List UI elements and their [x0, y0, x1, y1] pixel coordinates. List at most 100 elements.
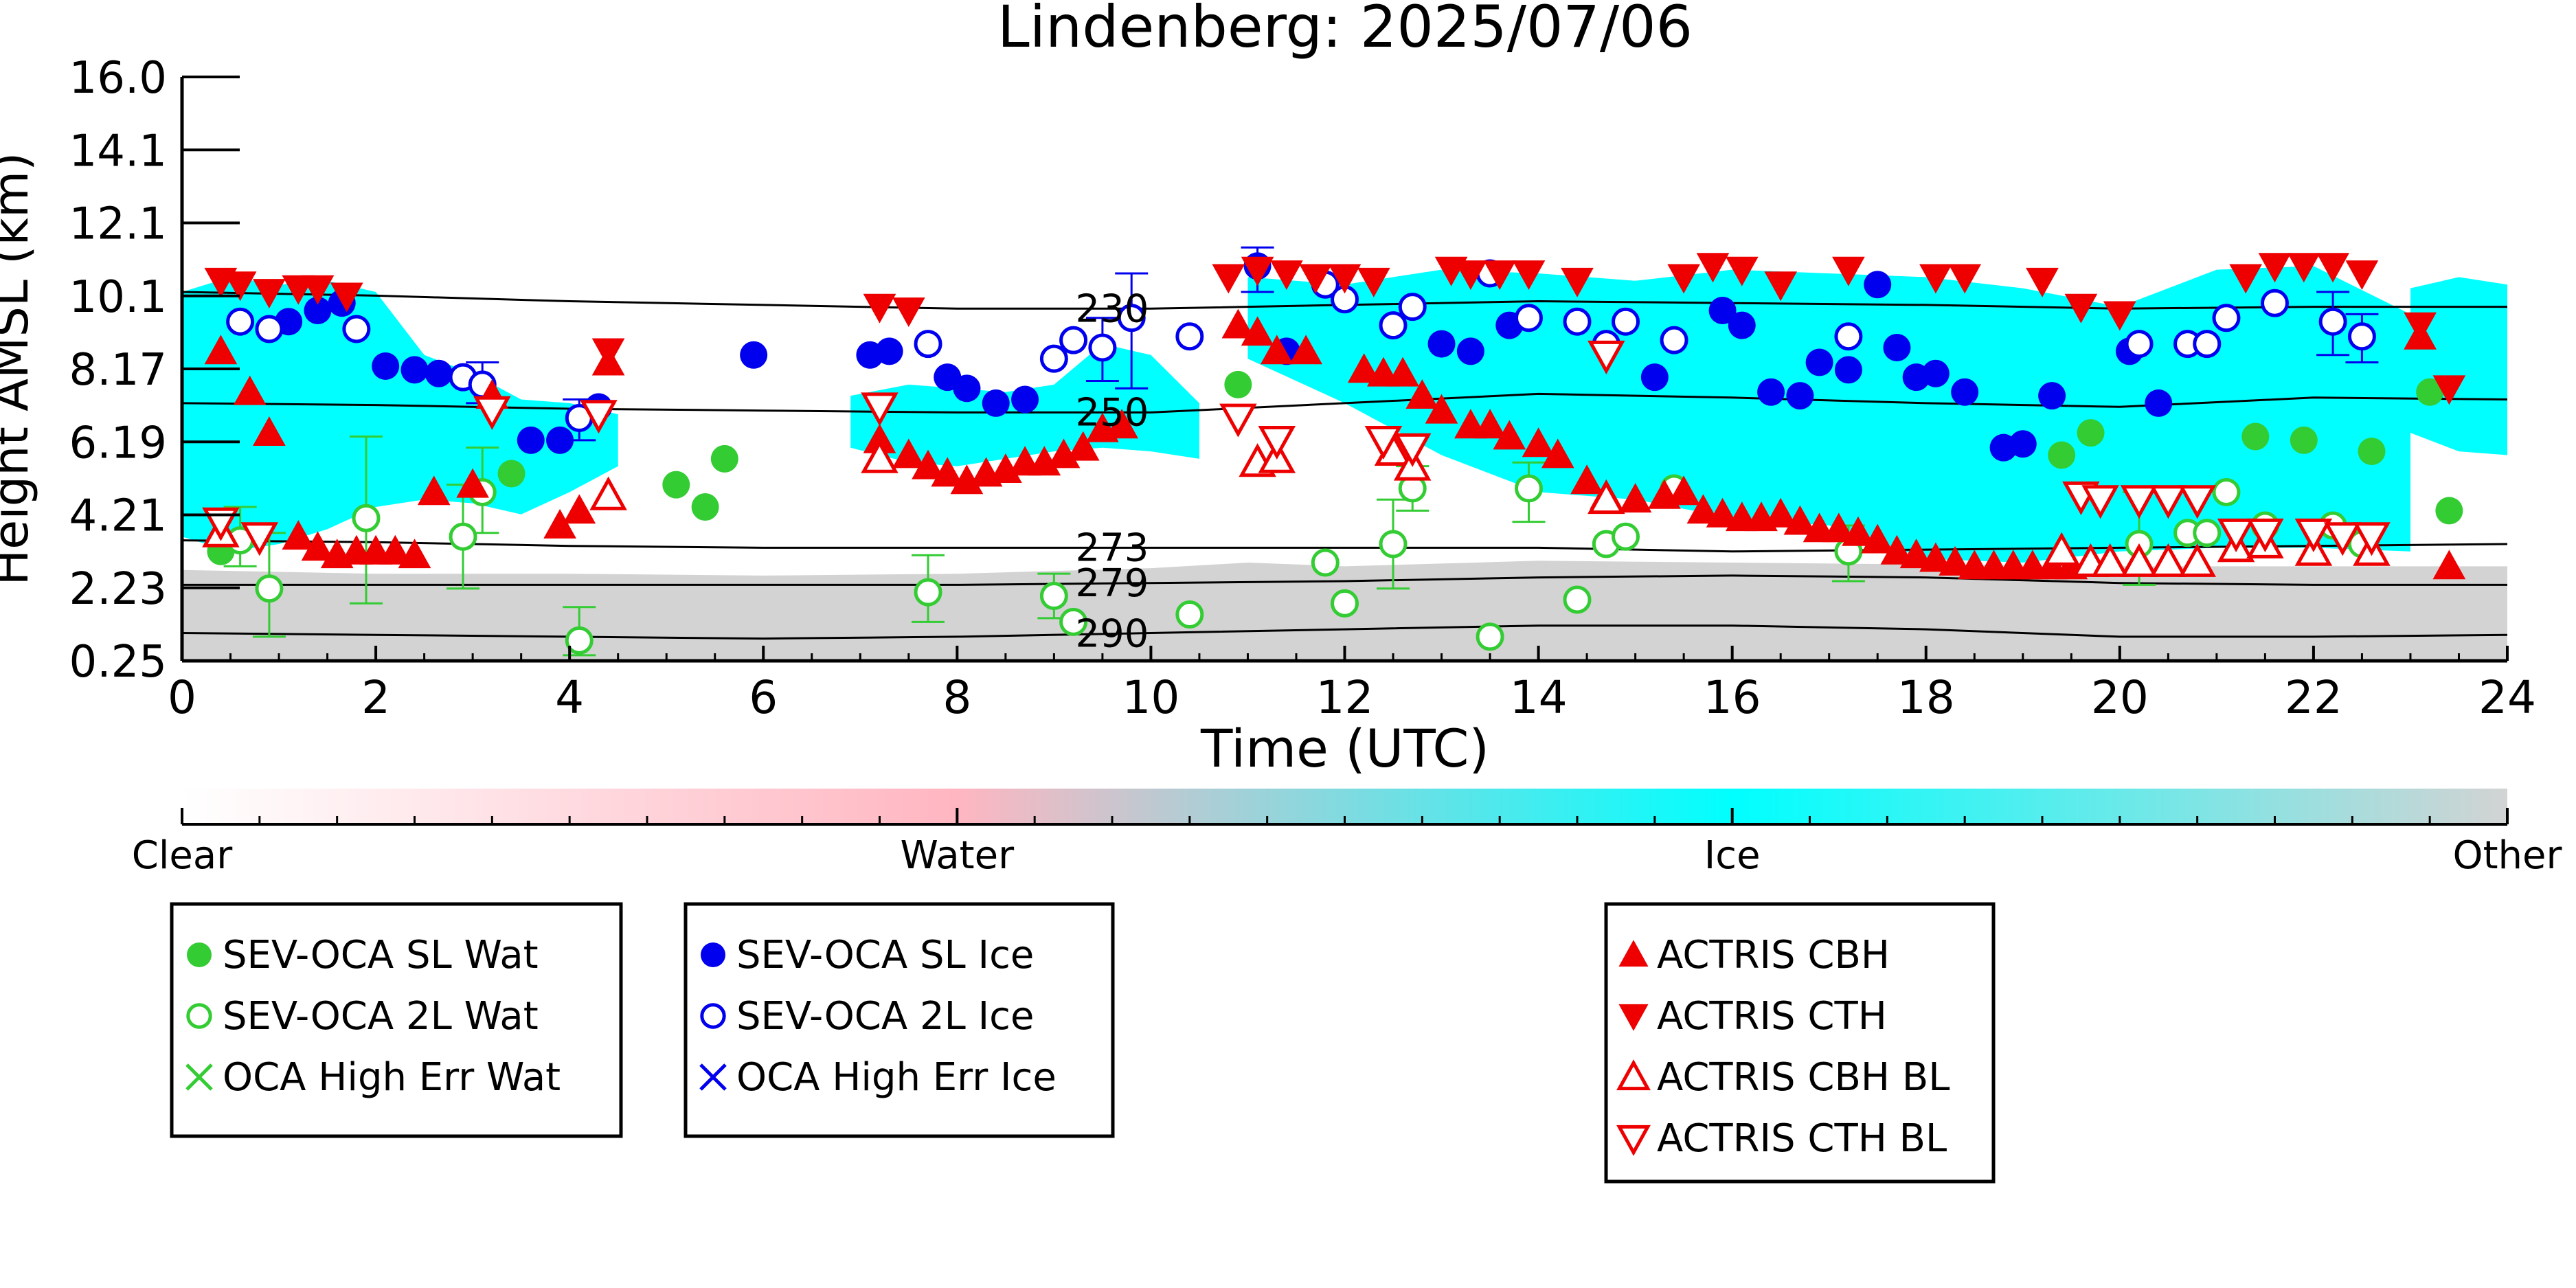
colorbar-label: Ice [1704, 833, 1761, 878]
data-point [914, 578, 942, 607]
data-point [2316, 253, 2349, 283]
legend-label: SEV-OCA SL Ice [736, 933, 1034, 978]
data-point [953, 374, 981, 403]
data-point [1398, 293, 1427, 321]
legend-box-3: ACTRIS CBH ACTRIS CTH ACTRIS CBH BL ACTRIS … [1604, 902, 1996, 1184]
legend-label: ACTRIS CTH [1657, 994, 1887, 1039]
x-tick-label: 8 [942, 671, 971, 724]
data-point [1039, 344, 1068, 373]
data-point [1379, 311, 1408, 340]
data-point [1725, 256, 1759, 286]
data-point [456, 468, 489, 498]
data-point [1379, 530, 1408, 558]
data-point [1899, 539, 1933, 569]
data-point [2178, 543, 2216, 577]
legend-marker [1618, 1004, 1649, 1031]
x-tick-label: 18 [1897, 671, 1955, 724]
data-point [255, 574, 284, 603]
legend-entry: ACTRIS CBH [1618, 933, 1890, 978]
legend-entry: ACTRIS CTH [1618, 994, 1887, 1039]
legend-marker-stroke-b [699, 1063, 727, 1091]
data-point [861, 439, 899, 473]
x-tick-label: 12 [1316, 671, 1374, 724]
data-point [253, 416, 286, 446]
legend-frame [1604, 902, 1996, 1184]
data-point [1425, 394, 1458, 424]
data-point [226, 307, 255, 336]
data-point [1241, 256, 1274, 286]
legend-marker [1616, 1125, 1651, 1156]
data-point [255, 315, 284, 343]
data-point [1473, 409, 1506, 439]
legend-label: ACTRIS CBH [1657, 933, 1890, 978]
legend-box-2: SEV-OCA SL Ice SEV-OCA 2L Ice OCA High Err… [683, 902, 1115, 1138]
data-point [1570, 464, 1603, 495]
x-tick-label: 16 [1704, 671, 1761, 724]
legend-label: ACTRIS CTH BL [1657, 1116, 1947, 1161]
x-axis-label: Time (UTC) [1200, 718, 1489, 779]
data-point [1757, 378, 1785, 406]
legend-frame [683, 902, 1115, 1138]
data-point [1864, 271, 1892, 299]
data-point [1686, 494, 1720, 524]
x-tick-label: 20 [2091, 671, 2149, 724]
x-tick-label: 10 [1122, 671, 1179, 724]
data-point [2178, 485, 2216, 519]
data-point [1706, 497, 1739, 528]
colorbar-label: Clear [132, 833, 233, 878]
data-point [2048, 441, 2076, 469]
data-point [2416, 378, 2444, 406]
legend-marker-stroke-b [185, 1063, 213, 1091]
cloud-region-ice [2410, 277, 2507, 455]
data-point [1212, 264, 1245, 294]
data-point [1011, 385, 1039, 414]
legend-label: SEV-OCA SL Wat [223, 933, 539, 978]
x-tick-label: 0 [168, 671, 196, 724]
data-point [2345, 260, 2379, 291]
data-point [2091, 543, 2129, 577]
data-point [1660, 326, 1688, 354]
data-point [1357, 267, 1390, 297]
data-point [543, 508, 576, 539]
data-point [1861, 523, 1895, 554]
chart-title: Lindenberg: 2025/07/06 [997, 0, 1693, 60]
data-point [2038, 382, 2066, 410]
data-point [2246, 518, 2284, 552]
y-axis-label: Height AMSL (km) [0, 152, 39, 586]
plot-area [182, 246, 2507, 661]
data-point [2149, 485, 2187, 519]
data-point [400, 356, 429, 384]
data-point [2432, 550, 2466, 580]
data-point [2149, 543, 2187, 577]
x-tick-label: 6 [749, 671, 778, 724]
data-point [1696, 253, 1730, 283]
legend-marker [185, 1063, 213, 1091]
y-tick-label: 16.0 [69, 53, 168, 104]
legend-frame [170, 902, 623, 1138]
data-point [1175, 600, 1204, 629]
data-point [2294, 518, 2333, 552]
x-ticks: 0 2 4 6 8 10 12 14 16 18 20 22 24 [168, 646, 2536, 724]
data-point [1241, 316, 1274, 346]
data-point [1832, 256, 1865, 286]
series-actris-cbh [204, 308, 2466, 580]
data-point [691, 493, 719, 521]
data-point [1221, 308, 1255, 339]
data-point [2318, 307, 2347, 336]
data-point [982, 389, 1010, 417]
data-point [1764, 271, 1798, 302]
data-point [2347, 322, 2376, 351]
data-point [253, 279, 286, 309]
legends: SEV-OCA SL Wat SEV-OCA 2L Wat OCA High Err… [170, 902, 1996, 1184]
legend-entry: SEV-OCA 2L Ice [700, 994, 1034, 1039]
data-point [2241, 422, 2270, 451]
series-actris-cth [204, 253, 2466, 427]
data-point [497, 460, 526, 488]
data-point [1728, 311, 1756, 339]
data-point [1563, 307, 1592, 336]
data-point [1088, 333, 1117, 362]
data-point [1919, 264, 1952, 294]
y-tick-label: 14.1 [69, 126, 168, 177]
data-point [1561, 267, 1594, 297]
data-point [1476, 622, 1504, 651]
